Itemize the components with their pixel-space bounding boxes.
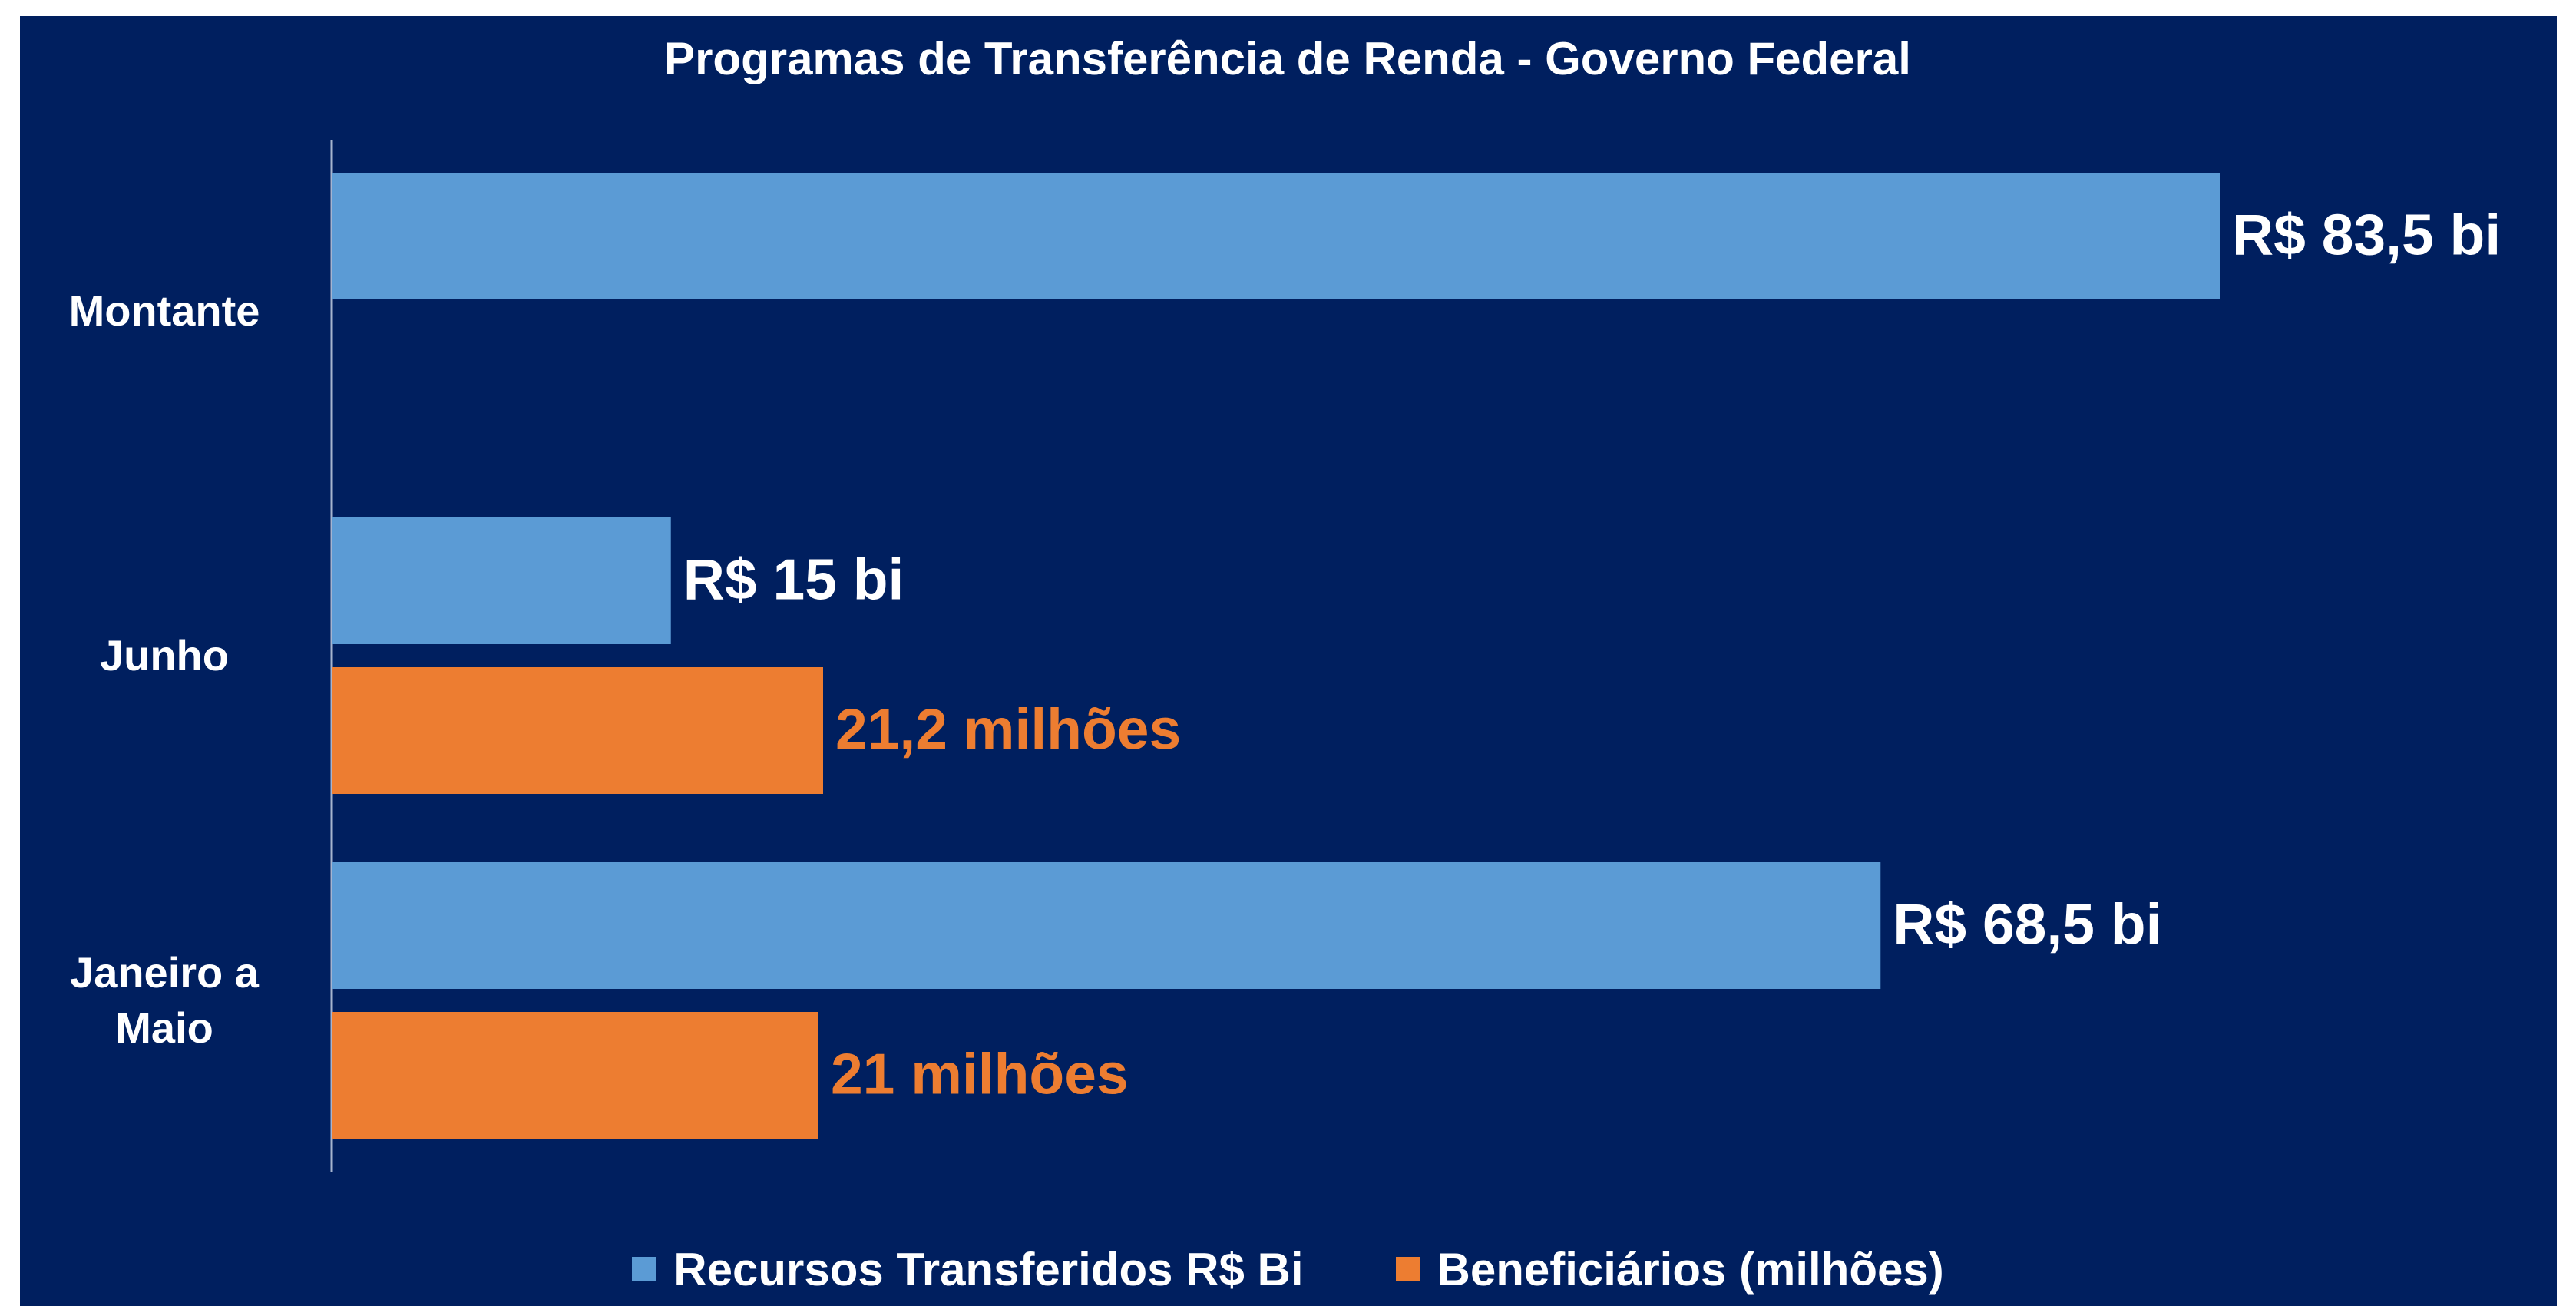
legend-swatch [1395,1257,1420,1281]
data-label: R$ 15 bi [683,547,904,611]
data-label: 21 milhões [831,1041,1129,1106]
legend-label: Recursos Transferidos R$ Bi [673,1243,1304,1295]
legend-item: Beneficiários (milhões) [1395,1243,1944,1295]
legend-item: Recursos Transferidos R$ Bi [632,1243,1304,1295]
legend: Recursos Transferidos R$ Bi Beneficiários… [0,1243,2576,1295]
bar [332,862,1881,989]
bar [332,173,2220,299]
chart-title: Programas de Transferência de Renda - Go… [664,33,1911,84]
category-label: Junho [100,631,229,679]
data-label: 21,2 milhões [835,696,1181,761]
bar [332,517,671,644]
category-label: Montante [68,286,260,335]
legend-swatch [632,1257,657,1281]
bar [332,667,823,794]
bar [332,1012,818,1139]
data-label: R$ 83,5 bi [2232,202,2501,266]
data-label: R$ 68,5 bi [1893,891,2161,956]
category-label: Janeiro a Maio [70,948,259,1052]
legend-label: Beneficiários (milhões) [1437,1243,1944,1295]
